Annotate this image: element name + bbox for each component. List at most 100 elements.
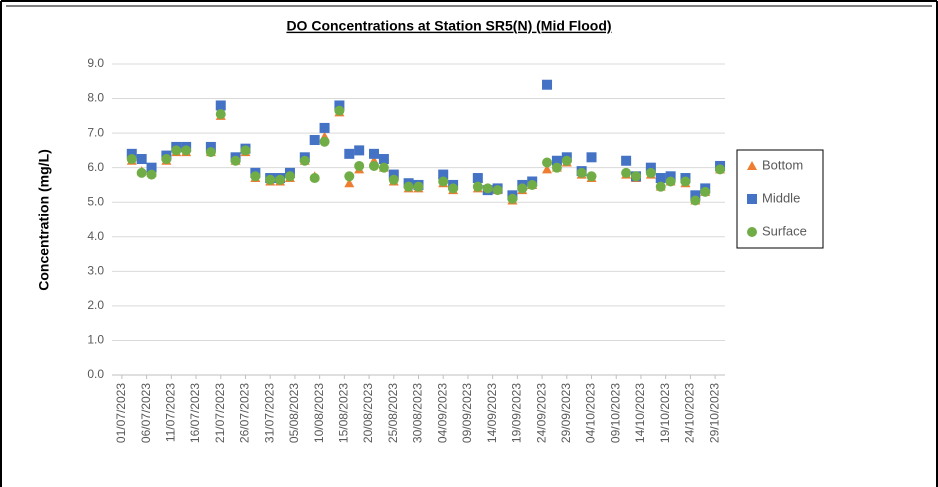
y-axis-title: Concentration (mg/L) — [36, 149, 52, 291]
marker — [126, 148, 137, 159]
x-tick-label: 29/09/2023 — [559, 383, 573, 443]
x-tick-label: 04/09/2023 — [435, 383, 449, 443]
marker — [284, 171, 295, 182]
marker — [542, 79, 553, 90]
marker — [369, 148, 380, 159]
marker — [747, 227, 757, 237]
marker — [171, 145, 182, 156]
y-tick-label: 0.0 — [87, 367, 104, 381]
marker — [334, 100, 345, 111]
marker — [299, 155, 310, 166]
marker — [482, 183, 493, 194]
marker — [344, 171, 355, 182]
marker — [378, 154, 389, 165]
x-tick-label: 14/10/2023 — [633, 383, 647, 443]
x-tick-label: 09/10/2023 — [608, 383, 622, 443]
marker — [576, 167, 587, 178]
marker — [438, 176, 449, 187]
x-tick-label: 14/09/2023 — [485, 383, 499, 443]
marker — [507, 193, 518, 204]
marker — [680, 176, 691, 187]
marker — [472, 181, 483, 192]
x-tick-label: 20/08/2023 — [361, 383, 375, 443]
y-tick-label: 5.0 — [87, 194, 104, 208]
marker — [334, 105, 345, 116]
x-tick-label: 24/09/2023 — [534, 383, 548, 443]
marker — [690, 195, 701, 206]
y-tick-label: 3.0 — [87, 264, 104, 278]
marker — [136, 167, 147, 178]
marker — [354, 160, 365, 171]
x-tick-label: 06/07/2023 — [139, 383, 153, 443]
marker — [413, 181, 424, 192]
marker — [517, 183, 528, 194]
marker — [403, 181, 414, 192]
marker — [215, 100, 226, 111]
marker — [665, 171, 676, 182]
marker — [309, 173, 320, 184]
marker — [369, 160, 380, 171]
x-tick-label: 15/08/2023 — [337, 383, 351, 443]
y-tick-label: 8.0 — [87, 91, 104, 105]
marker — [354, 145, 365, 156]
x-tick-label: 21/07/2023 — [213, 383, 227, 443]
marker — [586, 171, 597, 182]
y-tick-label: 6.0 — [87, 160, 104, 174]
x-tick-label: 09/09/2023 — [460, 383, 474, 443]
marker — [645, 162, 656, 173]
marker — [715, 164, 726, 175]
marker — [309, 135, 320, 146]
marker — [690, 190, 701, 201]
x-tick-label: 10/08/2023 — [312, 383, 326, 443]
marker — [542, 157, 553, 168]
marker — [265, 174, 276, 185]
y-tick-label: 9.0 — [87, 56, 104, 70]
marker — [551, 155, 562, 166]
marker — [700, 186, 711, 197]
marker — [621, 155, 632, 166]
legend-label: Surface — [762, 223, 807, 238]
chart-title: DO Concentrations at Station SR5(N) (Mid… — [286, 18, 611, 34]
marker — [631, 171, 642, 182]
marker — [215, 109, 226, 120]
marker — [561, 155, 572, 166]
x-tick-label: 01/07/2023 — [114, 383, 128, 443]
marker — [388, 169, 399, 180]
x-tick-label: 25/08/2023 — [386, 383, 400, 443]
marker — [655, 173, 666, 184]
x-tick-label: 19/10/2023 — [658, 383, 672, 443]
marker — [146, 169, 157, 180]
y-tick-label: 1.0 — [87, 333, 104, 347]
x-tick-label: 11/07/2023 — [163, 383, 177, 442]
marker — [645, 167, 656, 178]
marker — [551, 162, 562, 173]
marker — [230, 155, 241, 166]
y-tick-label: 7.0 — [87, 125, 104, 139]
marker — [136, 154, 147, 165]
x-tick-label: 04/10/2023 — [584, 383, 598, 443]
marker — [275, 174, 286, 185]
y-tick-label: 2.0 — [87, 298, 104, 312]
marker — [240, 145, 251, 156]
x-tick-label: 24/10/2023 — [683, 383, 697, 443]
marker — [621, 167, 632, 178]
marker — [492, 185, 503, 196]
marker — [319, 122, 330, 133]
marker — [586, 152, 597, 163]
marker — [146, 162, 157, 173]
marker — [388, 174, 399, 185]
marker — [378, 162, 389, 173]
x-tick-label: 05/08/2023 — [287, 383, 301, 443]
marker — [205, 141, 216, 152]
marker — [747, 161, 757, 170]
marker — [250, 171, 261, 182]
marker — [438, 169, 449, 180]
marker — [655, 181, 666, 192]
marker — [161, 154, 172, 165]
x-tick-label: 30/08/2023 — [411, 383, 425, 443]
legend-label: Bottom — [762, 157, 803, 172]
marker — [344, 178, 355, 188]
marker — [205, 147, 216, 158]
legend-label: Middle — [762, 190, 800, 205]
